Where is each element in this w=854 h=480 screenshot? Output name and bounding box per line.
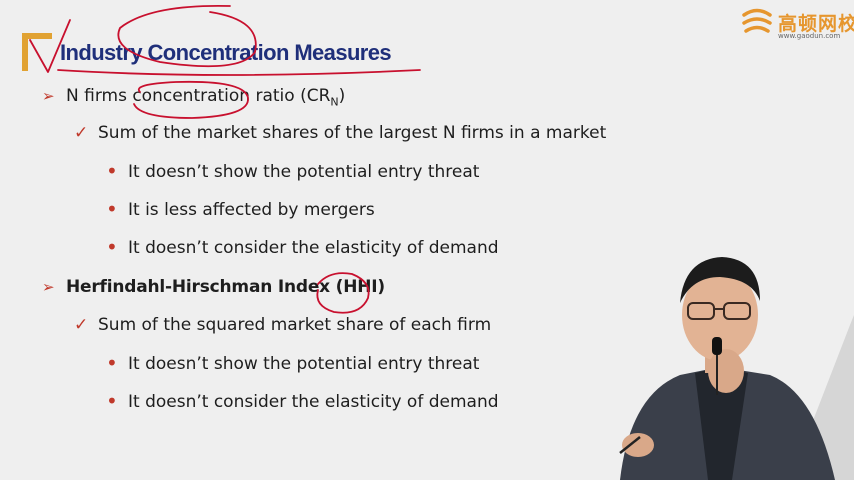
check-icon: ✓ [74, 123, 89, 143]
gaodun-logo: 高顿网校 www.gaodun.com [740, 4, 854, 44]
dot-bullet-icon: • [106, 197, 118, 221]
slide-title: Industry Concentration Measures [60, 40, 392, 65]
bullet-text: It doesn’t show the potential entry thre… [128, 354, 480, 374]
presenter-shirt [695, 367, 748, 480]
presenter-glasses-right [723, 302, 751, 320]
bullet-text: It is less affected by mergers [128, 200, 375, 220]
dot-bullet-icon: • [106, 235, 118, 259]
section-2-check-text: Sum of the squared market share of each … [98, 315, 492, 335]
bullet-text: It doesn’t consider the elasticity of de… [128, 238, 499, 258]
logo-name: 高顿网校 [778, 13, 854, 35]
arrow-bullet-icon: ➢ [42, 87, 55, 105]
section-1-label: N firms concentration ratio (CR [66, 86, 331, 106]
presenter-head [682, 269, 758, 361]
check-icon: ✓ [74, 315, 89, 335]
bullet-text: It doesn’t show the potential entry thre… [128, 162, 480, 182]
bullet-text: It doesn’t consider the elasticity of de… [128, 392, 499, 412]
title-corner-accent [22, 33, 52, 71]
section-2-label: Herfindahl-Hirschman Index (HHI) [66, 277, 385, 297]
presenter-left-hand [622, 433, 654, 457]
section-1-label-subscript: N [330, 95, 339, 109]
dot-bullet-icon: • [106, 351, 118, 375]
pen-icon [619, 436, 641, 454]
dot-bullet-icon: • [106, 159, 118, 183]
presenter-hair [680, 257, 760, 303]
dot-bullet-icon: • [106, 389, 118, 413]
presenter-hand [708, 349, 744, 393]
section-1-check-text: Sum of the market shares of the largest … [98, 123, 607, 143]
gaodun-logo-icon [742, 8, 772, 33]
presenter-glasses-left [687, 302, 715, 320]
logo-url: www.gaodun.com [778, 32, 841, 40]
arrow-bullet-icon: ➢ [42, 278, 55, 296]
presenter-video [619, 257, 854, 480]
microphone-icon [712, 337, 722, 355]
section-1-label-close: ) [338, 86, 346, 106]
annotation-title-underline [57, 69, 421, 76]
